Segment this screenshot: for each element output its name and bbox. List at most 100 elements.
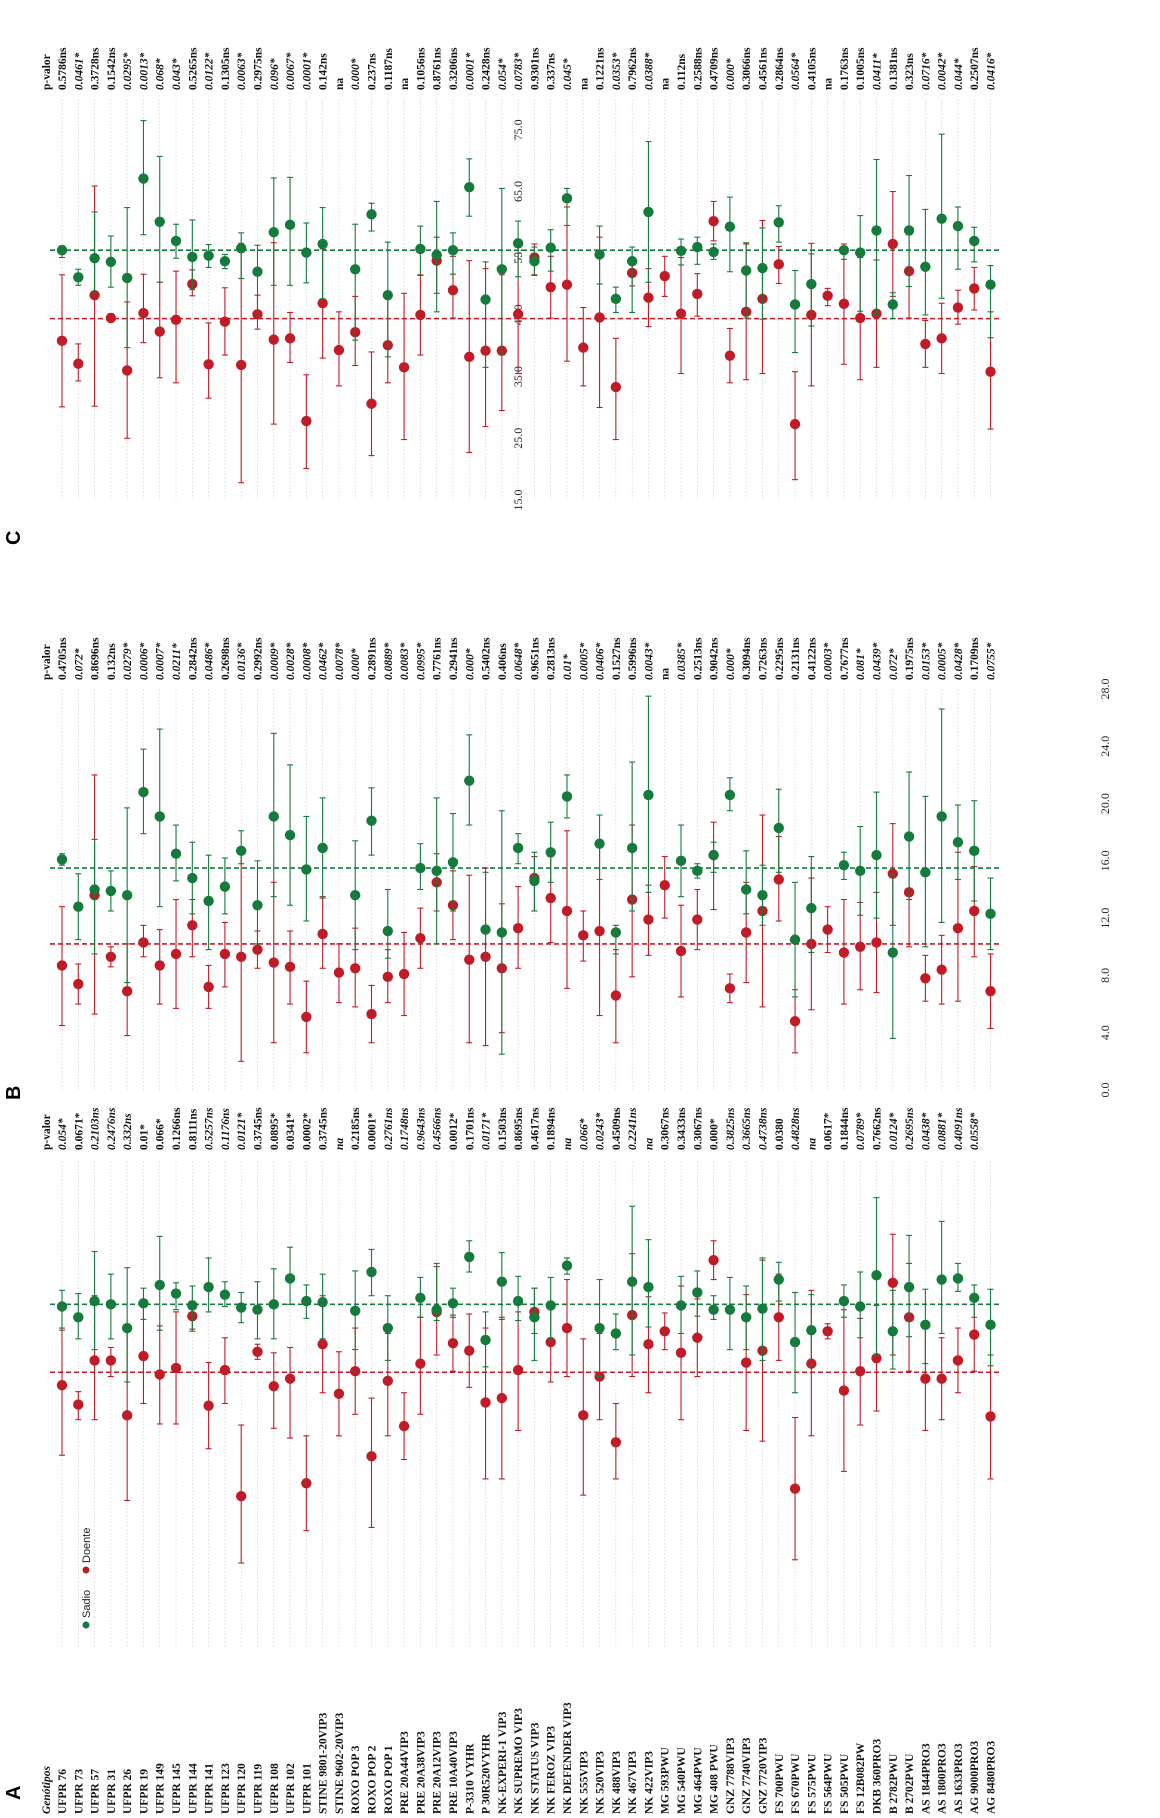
genotype-label: UFPR 145 [171,1763,183,1814]
pvalue-label: 0.0889* [383,642,395,680]
diseased-point [464,954,475,965]
diseased-point [887,238,898,250]
healthy-point [740,884,752,895]
pvalue-label: 0.3745ns [252,1107,264,1150]
diseased-point [675,308,687,319]
diseased-point [284,961,296,973]
diseased-point [838,947,850,958]
healthy-point [219,1289,231,1300]
diseased-point [252,1346,263,1357]
genotype-label: UFPR 141 [204,1763,216,1814]
genotype-label: UFPR 73 [73,1769,85,1814]
diseased-point [464,351,475,363]
diseased-point [105,312,117,324]
pvalue-label: 0.0121* [236,1112,248,1150]
pvalue-label: 0.9643ns [415,1107,427,1150]
genotype-label: UFPR 101 [301,1763,313,1814]
pvalue-label: 0.0438* [920,1112,932,1150]
diseased-point [105,1355,117,1366]
pvalue-label: 0.0122* [204,52,216,90]
healthy-point [806,902,817,914]
pvalue-label: 0.043* [171,58,183,90]
healthy-point [219,256,231,267]
panel-letter: A [3,1786,25,1800]
diseased-point [73,978,84,990]
genotype-label: STINE 9602-20VIP3 [334,1712,346,1814]
diseased-point [415,1358,426,1369]
healthy-point [512,842,524,854]
healthy-point [594,249,605,260]
pvalue-label: 0.0341* [285,1112,297,1150]
pvalue-label: 0.1975ns [904,637,916,680]
diseased-point [187,920,198,931]
legend: Sadio Doente [81,1528,93,1629]
pvalue-label: 0.5402ns [481,637,493,680]
healthy-point [610,1328,622,1339]
healthy-point [464,1251,475,1263]
healthy-point [789,934,801,945]
healthy-point [871,1270,882,1281]
healthy-point [838,244,850,256]
diseased-point [740,927,752,938]
pvalue-label: 0.0881* [937,1112,949,1150]
healthy-point [545,242,556,253]
pvalue-label: 0.0388* [643,52,655,90]
genotype-label: NK 520VIP3 [595,1751,607,1814]
genotype-label: AS 1844PRO3 [920,1743,932,1814]
diseased-point [56,960,68,971]
legend-diseased-marker [82,1566,90,1574]
healthy-point [920,261,931,273]
pvalue-label: 0.4738ns [757,1107,769,1150]
healthy-point [170,235,182,247]
healthy-point [415,1292,426,1304]
pvalue-label: 0.0028* [285,642,297,680]
healthy-point [594,1322,605,1334]
pvalue-label: 0.1005ns [855,47,867,90]
healthy-point [643,789,654,801]
genotype-label: AS 1633PRO3 [953,1743,965,1814]
healthy-point [203,1281,214,1293]
diseased-point [789,1016,801,1027]
diseased-point [610,381,622,393]
healthy-point [431,249,442,261]
healthy-point [138,1298,149,1309]
diseased-point [512,309,524,320]
axis-tick-label: 16.0 [1098,850,1112,871]
healthy-point [317,842,328,854]
healthy-point [56,244,68,256]
healthy-point [903,831,915,842]
diseased-point [154,326,165,337]
diseased-point [920,1373,931,1384]
diseased-point [952,302,964,313]
pvalue-label: 0.1894ns [546,1107,558,1150]
axis-tick-label: 4.0 [1098,1025,1112,1040]
diseased-point [969,1329,980,1340]
healthy-point [447,244,459,256]
healthy-point [855,865,866,877]
pvalue-label: 0.4122ns [806,637,818,680]
pvalue-label: 0.0136* [236,642,248,680]
healthy-point [480,924,491,935]
diseased-point [789,1483,801,1494]
axis-tick-label: 0.0 [1098,1083,1112,1098]
healthy-point [871,849,882,861]
healthy-point [56,1301,68,1312]
diseased-point [203,359,214,370]
healthy-point [952,837,964,848]
pvalue-label: 0.2476ns [106,1107,118,1150]
healthy-point [235,845,247,857]
diseased-point [366,1451,377,1462]
pvalue-label: 0.0005* [578,642,590,680]
diseased-point [170,948,182,960]
genotype-label: UFPR 119 [252,1764,264,1814]
healthy-point [284,1273,296,1284]
healthy-point [806,1325,817,1336]
healthy-point [692,241,703,253]
diseased-point [985,985,996,997]
diseased-point [154,960,165,971]
pvalue-label: na [660,78,672,90]
pvalue-label: 0.1305ns [220,47,232,90]
diseased-point [773,259,784,270]
diseased-point [56,335,68,347]
diseased-point [350,963,361,974]
